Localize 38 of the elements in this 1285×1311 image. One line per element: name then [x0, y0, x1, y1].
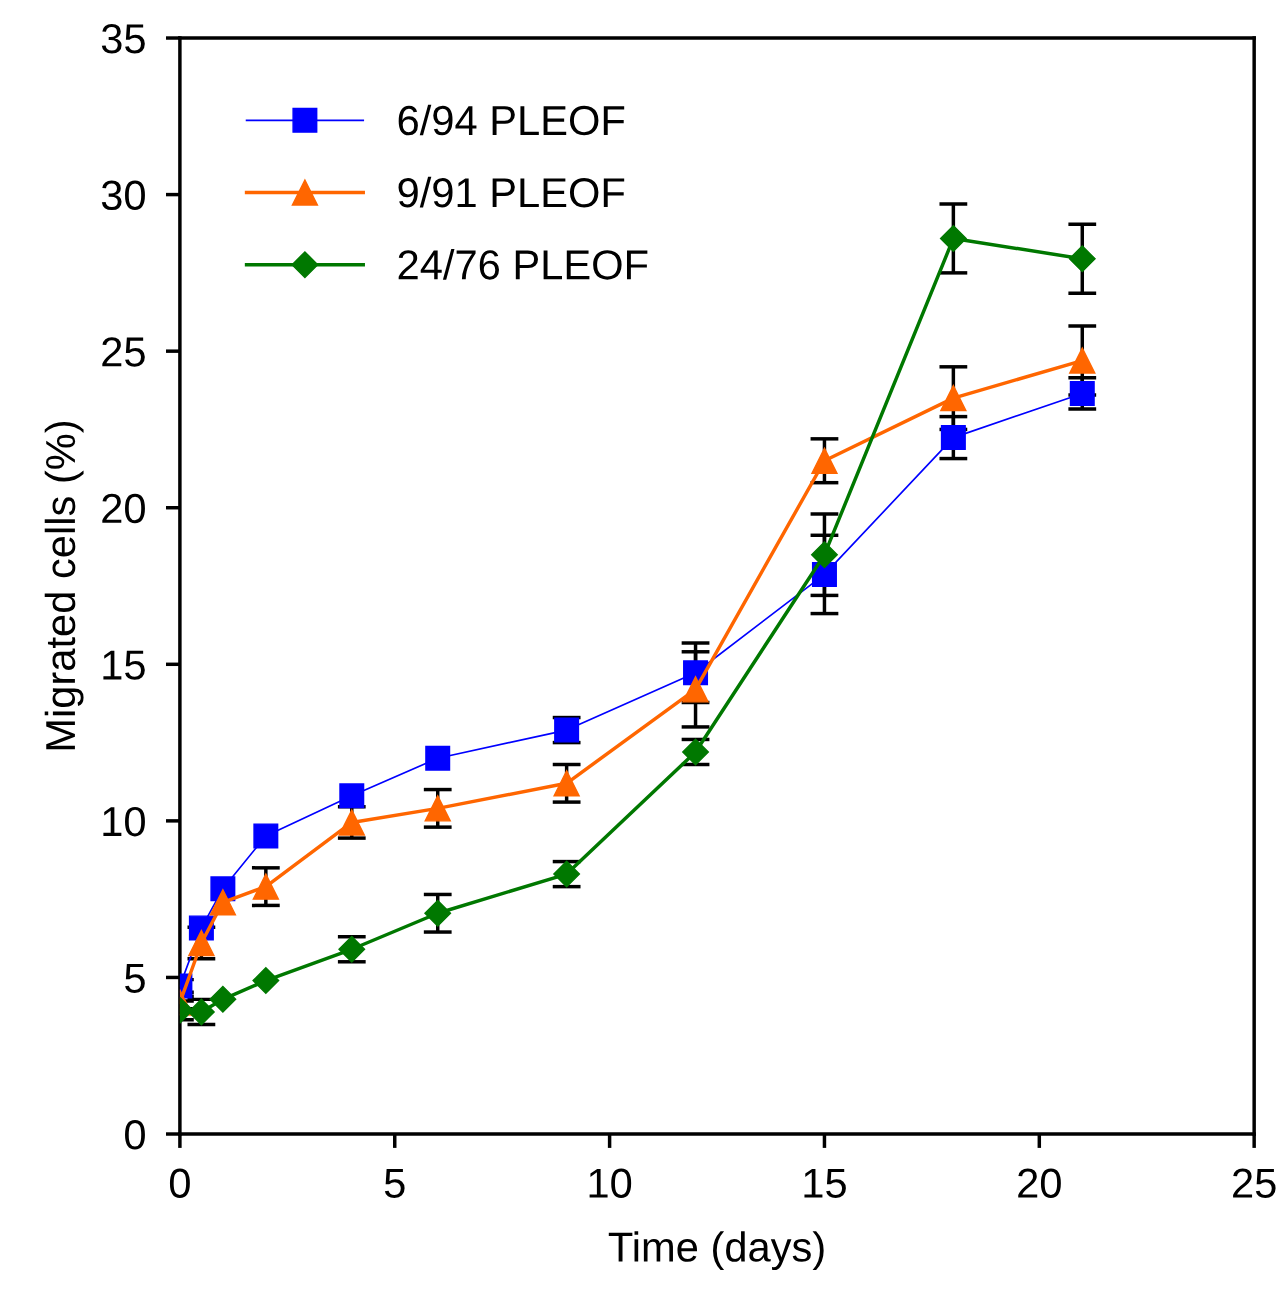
x-tick-label: 25 [1233, 1168, 1276, 1198]
point [424, 899, 452, 927]
point [811, 447, 838, 474]
point [1069, 380, 1095, 406]
point [940, 384, 967, 412]
y-tick-label: 5 [125, 963, 145, 993]
point [425, 745, 451, 771]
x-tick-label: 0 [169, 1168, 190, 1198]
point [424, 795, 451, 822]
y-tick-label: 10 [103, 806, 145, 837]
point [940, 425, 966, 451]
y-axis-title: Migrated cells (%) [44, 421, 84, 750]
point [682, 676, 709, 703]
y-tick-label: 25 [102, 337, 145, 367]
x-tick-label: 15 [804, 1168, 846, 1198]
legend-label: 24/76 PLEOF [398, 249, 648, 280]
point [1069, 347, 1096, 374]
point [810, 541, 838, 569]
point [339, 783, 365, 809]
x-axis-title: Time (days) [608, 1231, 824, 1271]
point [252, 967, 280, 995]
point [939, 224, 967, 252]
x-tick-label: 10 [589, 1168, 632, 1198]
y-tick-label: 15 [103, 650, 145, 680]
y-tick-label: 20 [102, 493, 145, 524]
y-tick-label: 30 [101, 180, 145, 211]
y-tick-label: 35 [101, 24, 145, 54]
point [209, 985, 237, 1013]
point [209, 889, 237, 916]
y-tick-label: 0 [125, 1120, 145, 1150]
point [253, 823, 279, 849]
point [252, 873, 280, 900]
x-tick-label: 5 [384, 1168, 405, 1198]
legend-label: 6/94 PLEOF [398, 104, 625, 136]
x-tick-label: 20 [1018, 1168, 1061, 1198]
legend-label: 9/91 PLEOF [398, 176, 625, 208]
point [553, 770, 580, 797]
point [1068, 245, 1096, 273]
